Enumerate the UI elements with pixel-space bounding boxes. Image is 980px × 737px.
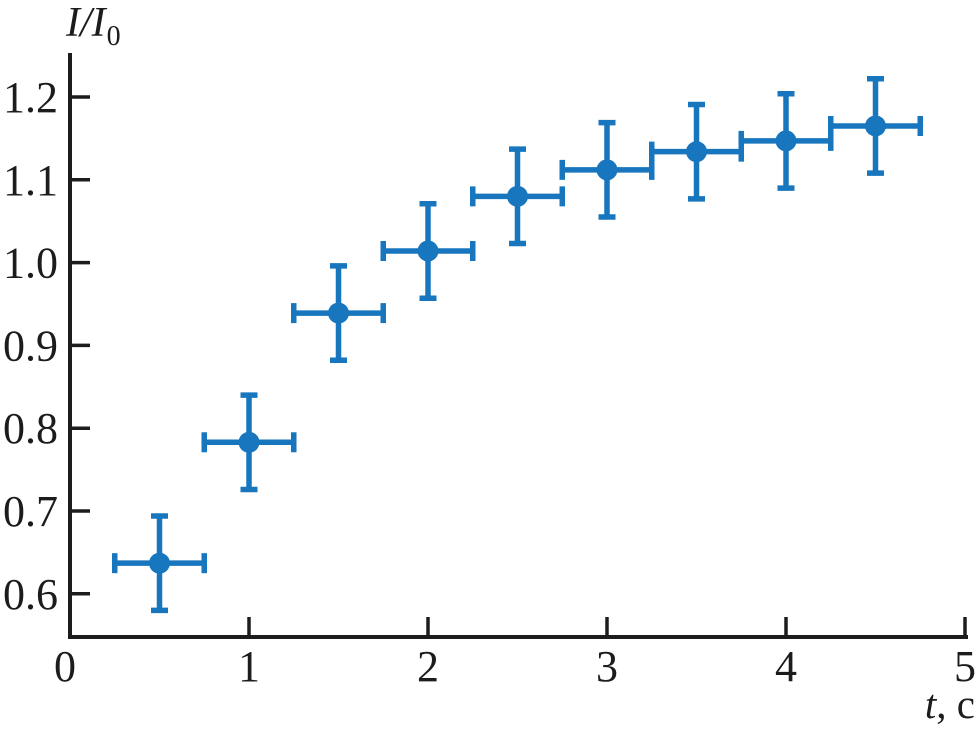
x-tick-label: 3 [596, 642, 618, 691]
x-tick-label: 5 [954, 642, 976, 691]
data-point [112, 513, 207, 614]
y-tick-label: 1.0 [3, 239, 58, 288]
marker-circle [686, 141, 707, 163]
x-tick-label: 2 [417, 642, 439, 691]
y-axis-title-sub: 0 [106, 21, 121, 52]
y-tick-label: 0.9 [3, 321, 58, 370]
marker-circle [238, 431, 260, 453]
data-point [470, 146, 565, 247]
data-point [380, 201, 476, 301]
marker-circle [417, 240, 439, 262]
y-axis-title-main: I/I [66, 0, 106, 46]
y-tick-label: 1.1 [3, 156, 58, 205]
y-tick-label: 1.2 [3, 73, 58, 122]
marker-circle [328, 302, 349, 324]
data-point [649, 101, 744, 202]
marker-circle [775, 130, 797, 152]
x-axis-title: t, с [925, 684, 975, 725]
y-tick-label: 0.8 [3, 404, 58, 453]
marker-circle [507, 185, 528, 207]
data-point [559, 119, 655, 220]
x-tick-label: 0 [54, 642, 76, 691]
x-tick-label: 4 [775, 642, 797, 691]
data-point [738, 90, 834, 191]
data-point [828, 76, 923, 176]
y-axis-title: I/I0 [66, 0, 121, 51]
y-tick-label: 0.7 [3, 487, 58, 536]
data-point [291, 263, 386, 364]
marker-circle [865, 115, 886, 137]
x-axis-title-variable: t [924, 681, 937, 727]
marker-circle [596, 159, 618, 181]
axis-frame [68, 53, 968, 639]
y-tick-label: 0.6 [3, 570, 58, 619]
data-point [201, 392, 297, 493]
marker-circle [149, 552, 170, 574]
x-axis-title-unit: , с [936, 681, 975, 727]
x-tick-label: 1 [238, 642, 260, 691]
